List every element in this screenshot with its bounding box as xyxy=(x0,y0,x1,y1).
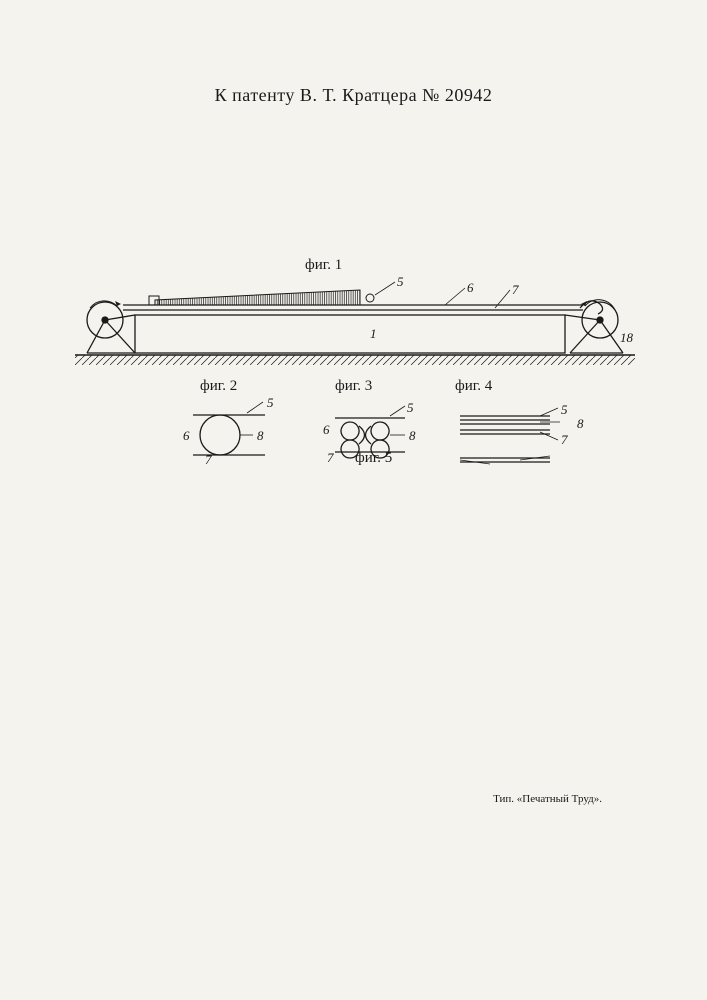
fig3-part-8: 8 xyxy=(409,428,416,444)
fig2-part-5: 5 xyxy=(267,395,274,411)
fig1-part-1: 1 xyxy=(370,326,377,342)
fig2-part-6: 6 xyxy=(183,428,190,444)
fig1-part-7: 7 xyxy=(512,282,519,298)
fig3-part-5: 5 xyxy=(407,400,414,416)
fig5-label: фиг. 5 xyxy=(355,450,392,467)
fig3-part-7: 7 xyxy=(327,450,334,466)
patent-page: К патенту В. Т. Кратцера № 20942 xyxy=(0,0,707,1000)
fig2-part-8: 8 xyxy=(257,428,264,444)
fig1-part-18: 18 xyxy=(620,330,633,346)
fig2345-svg xyxy=(175,380,615,480)
fig3-label: фиг. 3 xyxy=(335,378,372,395)
fig4-part-7: 7 xyxy=(561,432,568,448)
printer-footer: Тип. «Печатный Труд». xyxy=(493,793,602,805)
fig4-label: фиг. 4 xyxy=(455,378,492,395)
figure-area: фиг. 1 5 6 7 1 18 xyxy=(75,260,635,490)
fig1-label: фиг. 1 xyxy=(305,257,342,274)
fig1-part-5: 5 xyxy=(397,274,404,290)
fig2-part-7: 7 xyxy=(205,452,212,468)
fig4-part-5: 5 xyxy=(561,402,568,418)
fig1-svg xyxy=(75,260,635,380)
fig3-part-6: 6 xyxy=(323,422,330,438)
patent-title: К патенту В. Т. Кратцера № 20942 xyxy=(0,85,707,106)
fig1-part-6: 6 xyxy=(467,280,474,296)
fig4-part-8: 8 xyxy=(577,416,584,432)
fig2-label: фиг. 2 xyxy=(200,378,237,395)
